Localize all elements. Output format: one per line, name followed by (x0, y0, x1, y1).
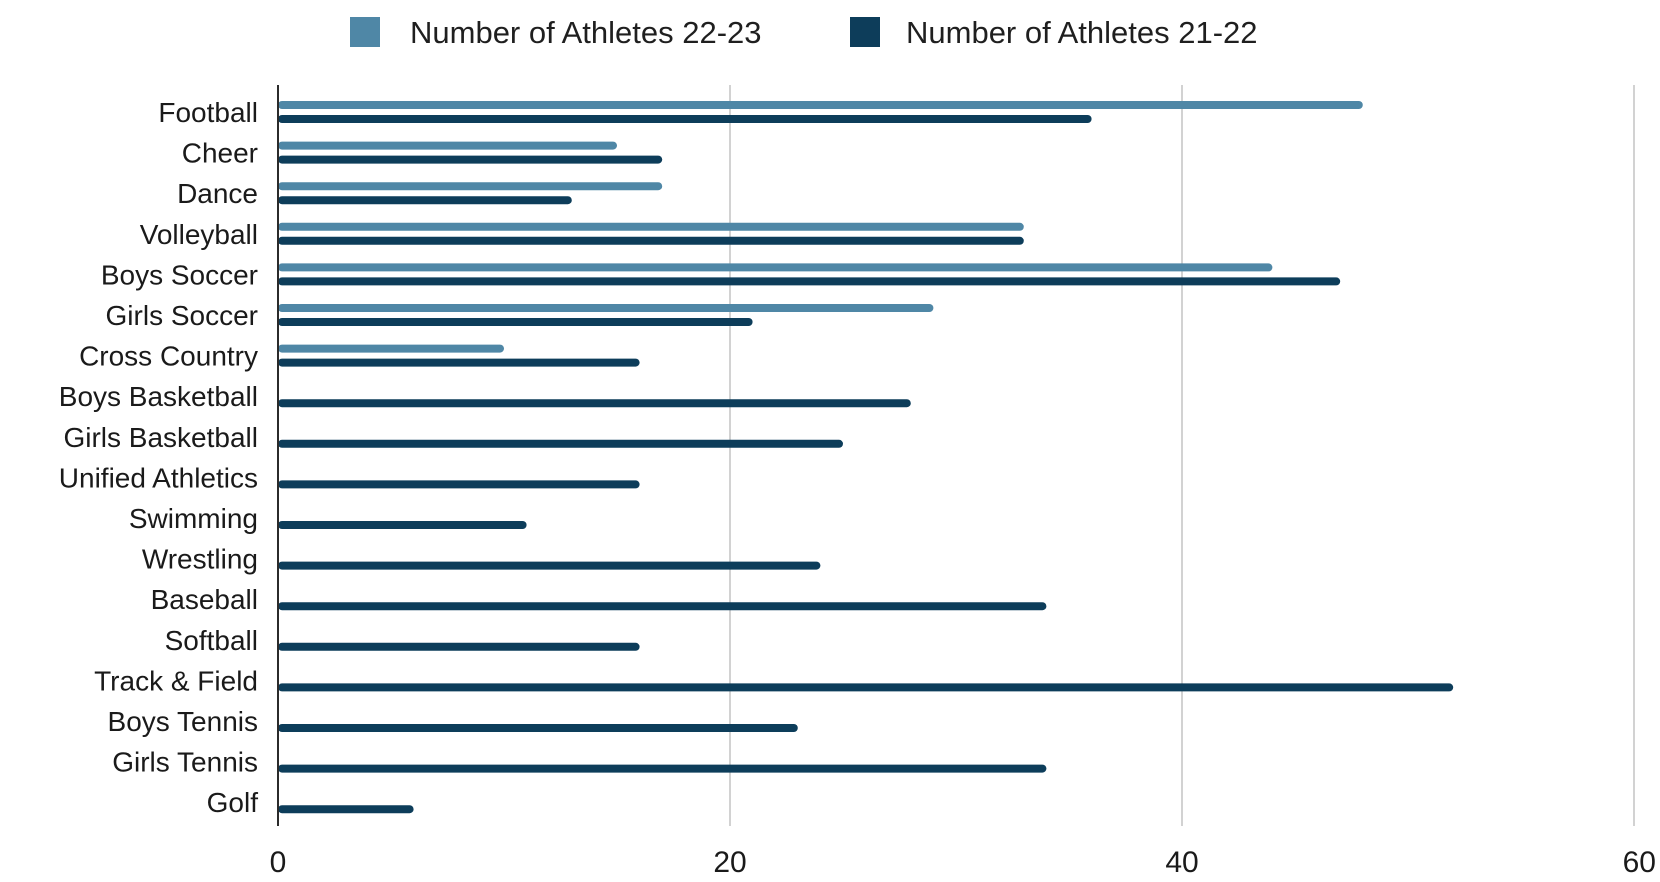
category-label-girls-basketball: Girls Basketball (63, 422, 258, 453)
bar-swimming-series-2 (278, 521, 527, 529)
category-label-cheer: Cheer (182, 138, 258, 169)
bar-volleyball-series-2 (278, 236, 1024, 245)
bar-girls-soccer-series-2 (278, 318, 753, 326)
bar-track-and-field-series-2 (278, 683, 1454, 692)
bar-volleyball-series-1 (278, 222, 1024, 231)
bar-girls-basketball-series-2 (278, 439, 843, 448)
category-label-boys-soccer: Boys Soccer (101, 259, 258, 290)
category-label-softball: Softball (165, 625, 258, 656)
bar-golf-series-2 (278, 805, 414, 814)
bar-boys-tennis-series-2 (278, 724, 798, 732)
category-label-golf: Golf (207, 787, 259, 818)
category-label-girls-soccer: Girls Soccer (106, 300, 258, 331)
category-label-cross-country: Cross Country (79, 341, 258, 372)
legend-swatch-2 (850, 17, 880, 47)
bar-boys-soccer-series-2 (278, 277, 1341, 286)
category-label-girls-tennis: Girls Tennis (112, 747, 258, 778)
bar-girls-tennis-series-2 (278, 764, 1047, 773)
legend-label-1: Number of Athletes 22-23 (410, 15, 762, 50)
legend-swatch-1 (350, 17, 380, 47)
category-label-dance: Dance (177, 178, 258, 209)
x-tick-label-60: 60 (1623, 846, 1656, 879)
category-label-boys-tennis: Boys Tennis (108, 706, 258, 737)
chart-bars (278, 101, 1454, 814)
category-labels: Football Cheer Dance Volleyball Boys Soccer G… (59, 97, 258, 818)
chart-legend: Number of Athletes 22-23 Number of Athlet… (350, 15, 1258, 50)
category-label-wrestling: Wrestling (142, 544, 258, 575)
x-axis-ticks: 0 20 40 60 (270, 846, 1656, 879)
category-label-volleyball: Volleyball (140, 219, 258, 250)
bar-dance-series-1 (278, 182, 663, 191)
x-tick-label-0: 0 (270, 846, 287, 879)
x-tick-label-40: 40 (1165, 846, 1198, 879)
chart-gridlines (729, 85, 1635, 826)
bar-football-series-2 (278, 115, 1092, 123)
category-label-swimming: Swimming (129, 503, 258, 534)
bar-baseball-series-2 (278, 602, 1047, 611)
category-label-unified-athletics: Unified Athletics (59, 462, 258, 493)
bar-cheer-series-2 (278, 155, 663, 164)
category-label-baseball: Baseball (151, 584, 258, 615)
legend-label-2: Number of Athletes 21-22 (906, 15, 1258, 50)
bar-girls-soccer-series-1 (278, 304, 934, 312)
x-tick-label-20: 20 (713, 846, 746, 879)
bar-boys-basketball-series-2 (278, 399, 911, 408)
category-label-boys-basketball: Boys Basketball (59, 381, 258, 412)
bar-wrestling-series-2 (278, 561, 821, 570)
bar-football-series-1 (278, 101, 1363, 109)
bar-softball-series-2 (278, 642, 640, 651)
bar-dance-series-2 (278, 196, 572, 205)
bar-boys-soccer-series-1 (278, 263, 1273, 272)
bar-unified-athletics-series-2 (278, 480, 640, 489)
bar-cross-country-series-1 (278, 344, 504, 353)
category-label-football: Football (158, 97, 258, 128)
bar-cheer-series-1 (278, 141, 617, 150)
bar-cross-country-series-2 (278, 358, 640, 367)
category-label-track-and-field: Track & Field (94, 665, 258, 696)
